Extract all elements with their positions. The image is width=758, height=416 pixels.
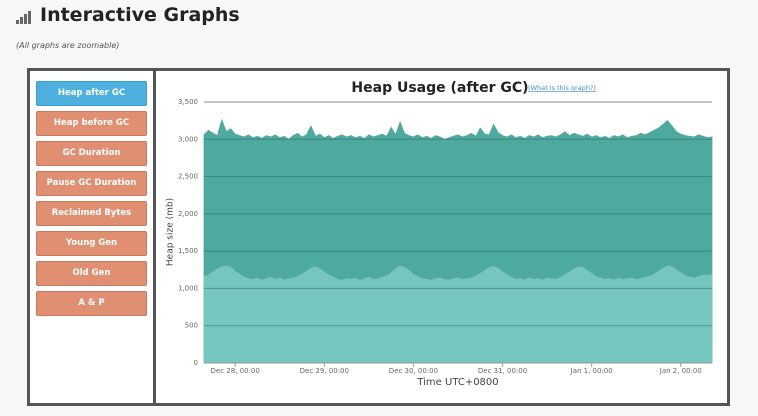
page-title: Interactive Graphs — [40, 4, 240, 26]
y-tick-label: 2,500 — [178, 173, 198, 181]
area-series — [203, 265, 713, 364]
graph-button[interactable]: A & P — [36, 291, 147, 316]
help-link[interactable]: (What is this graph?) — [528, 84, 596, 92]
x-tick-label: Dec 28, 00:00 — [211, 367, 260, 375]
graph-button[interactable]: Pause GC Duration — [36, 171, 147, 196]
graph-button[interactable]: Heap before GC — [36, 111, 147, 136]
graph-button[interactable]: Reclaimed Bytes — [36, 201, 147, 226]
y-tick-label: 3,500 — [178, 98, 198, 106]
x-axis-label: Time UTC+0800 — [416, 377, 498, 388]
x-tick-label: Jan 1, 00:00 — [570, 367, 613, 375]
x-tick-label: Dec 31, 00:00 — [478, 367, 527, 375]
y-tick-label: 2,000 — [178, 210, 198, 218]
x-tick-label: Dec 29, 00:00 — [300, 367, 349, 375]
graph-button[interactable]: Heap after GC — [36, 81, 147, 106]
zoom-note: (All graphs are zoomable) — [16, 41, 120, 50]
graph-button[interactable]: Young Gen — [36, 231, 147, 256]
y-tick-label: 1,000 — [178, 284, 198, 292]
y-tick-label: 1,500 — [178, 247, 198, 255]
y-tick-label: 0 — [194, 359, 198, 367]
y-tick-label: 3,000 — [178, 135, 198, 143]
graph-menu: Heap after GC Heap before GC GC Duration Pa… — [30, 71, 156, 403]
y-tick-label: 500 — [185, 322, 198, 330]
graph-button[interactable]: Old Gen — [36, 261, 147, 286]
graph-button[interactable]: GC Duration — [36, 141, 147, 166]
chart-title: Heap Usage (after GC) — [351, 80, 528, 96]
y-axis-label: Heap size (mb) — [166, 198, 176, 266]
signal-icon — [16, 11, 31, 24]
x-tick-label: Jan 2, 00:00 — [659, 367, 702, 375]
x-tick-label: Dec 30, 00:00 — [389, 367, 438, 375]
